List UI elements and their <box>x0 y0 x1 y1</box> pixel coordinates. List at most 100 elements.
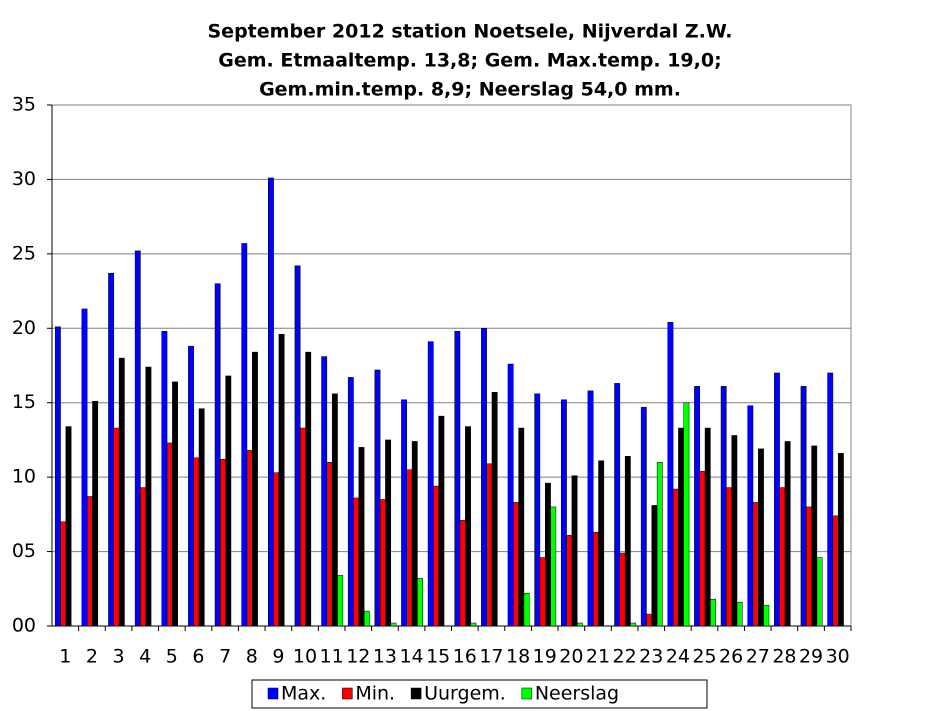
bar <box>667 322 674 627</box>
bar <box>145 366 152 627</box>
y-tick-label: 15 <box>12 391 36 413</box>
bar <box>305 351 312 627</box>
bar <box>710 598 716 627</box>
bar <box>65 426 72 627</box>
bar <box>241 243 248 627</box>
bar <box>417 578 423 627</box>
bar <box>427 341 434 627</box>
bar <box>353 497 360 627</box>
bar <box>86 496 93 627</box>
bar <box>832 515 839 627</box>
bar <box>513 502 519 627</box>
x-tick-label: 25 <box>692 646 716 668</box>
bar <box>411 441 418 627</box>
bar <box>694 386 700 627</box>
bar <box>539 557 546 627</box>
bar <box>523 593 530 627</box>
x-tick-label: 27 <box>746 646 770 668</box>
bar <box>54 326 61 627</box>
x-tick-label: 11 <box>320 646 344 668</box>
x-tick-label: 21 <box>586 646 610 668</box>
bar <box>571 475 578 627</box>
bar <box>438 415 445 627</box>
bar <box>518 427 525 627</box>
x-tick-label: 20 <box>559 646 583 668</box>
bar <box>379 499 386 627</box>
legend-swatch <box>410 687 422 700</box>
bar <box>630 622 637 627</box>
bar <box>598 460 605 627</box>
bar <box>140 487 146 627</box>
bar <box>486 463 493 627</box>
bar <box>560 399 567 627</box>
bar <box>699 470 706 627</box>
legend <box>251 679 708 709</box>
bar <box>225 375 232 627</box>
chart-title: Gem.min.temp. 8,9; Neerslag 54,0 mm. <box>259 79 681 101</box>
x-tick-label: 22 <box>613 646 637 668</box>
bar <box>481 328 487 627</box>
bar <box>193 457 200 627</box>
bar <box>433 485 439 627</box>
y-tick-label: 30 <box>12 168 36 190</box>
bar <box>220 459 226 627</box>
bar <box>268 177 274 627</box>
legend-label: Max. <box>281 683 326 705</box>
x-tick-label: 6 <box>192 646 204 668</box>
x-tick-label: 23 <box>639 646 663 668</box>
x-tick-label: 7 <box>219 646 231 668</box>
x-tick-label: 12 <box>346 646 370 668</box>
bar <box>459 520 466 627</box>
bar <box>566 534 573 627</box>
bar <box>363 610 370 627</box>
x-tick-label: 8 <box>246 646 258 668</box>
bar <box>134 250 141 627</box>
y-tick-label: 05 <box>12 540 36 562</box>
bar <box>278 333 285 627</box>
bar <box>347 377 354 627</box>
bar <box>763 604 770 627</box>
bar <box>326 462 333 627</box>
x-tick-label: 18 <box>506 646 530 668</box>
x-tick-label: 9 <box>272 646 284 668</box>
legend-label: Min. <box>355 683 395 705</box>
bar <box>758 448 764 627</box>
bar <box>656 462 663 627</box>
x-tick-label: 3 <box>113 646 125 668</box>
chart-title: September 2012 station Noetsele, Nijverd… <box>208 21 733 43</box>
bar <box>198 408 205 627</box>
x-tick-label: 19 <box>533 646 557 668</box>
legend-swatch <box>342 687 353 700</box>
x-tick-label: 29 <box>799 646 823 668</box>
bar <box>294 265 301 627</box>
bar <box>587 390 594 627</box>
bar <box>246 450 253 627</box>
y-tick-label: 00 <box>12 615 36 637</box>
bar <box>614 383 621 627</box>
x-tick-label: 13 <box>373 646 397 668</box>
bar <box>592 531 599 627</box>
bar <box>779 487 786 627</box>
bar <box>108 272 115 627</box>
bar <box>214 283 221 627</box>
bar <box>113 427 120 627</box>
bar <box>720 386 727 627</box>
bar <box>390 622 397 627</box>
bar <box>331 393 338 627</box>
bar <box>252 351 258 627</box>
bar <box>683 402 690 627</box>
x-tick-label: 30 <box>826 646 850 668</box>
bar <box>837 453 844 627</box>
bar <box>774 372 780 627</box>
y-tick-label: 10 <box>12 466 36 488</box>
bar <box>827 372 834 627</box>
x-tick-label: 15 <box>426 646 450 668</box>
bar <box>118 357 125 627</box>
bar <box>454 331 461 627</box>
bar <box>374 369 381 627</box>
bar <box>385 439 392 627</box>
bar <box>624 456 631 627</box>
bar <box>465 426 471 627</box>
x-tick-label: 14 <box>399 646 423 668</box>
